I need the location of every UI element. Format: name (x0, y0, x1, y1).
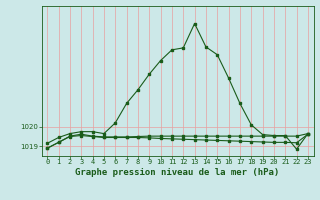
X-axis label: Graphe pression niveau de la mer (hPa): Graphe pression niveau de la mer (hPa) (76, 168, 280, 177)
